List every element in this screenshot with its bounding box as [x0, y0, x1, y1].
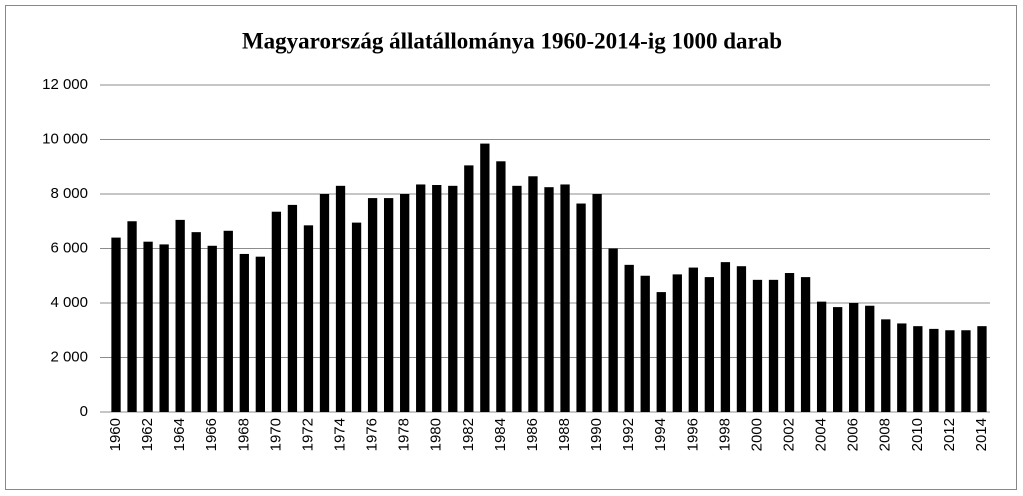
bar	[656, 292, 666, 412]
bar	[929, 328, 939, 412]
bar	[849, 303, 859, 412]
y-tick-label: 2 000	[50, 348, 88, 365]
x-tick-label: 1990	[588, 418, 605, 451]
x-tick-label: 1994	[652, 418, 669, 451]
bar	[688, 267, 698, 412]
bar	[816, 301, 827, 412]
bar	[800, 277, 811, 412]
bar	[881, 319, 891, 412]
bar	[432, 185, 442, 412]
x-tick-label: 2014	[973, 418, 990, 451]
x-tick-label: 1966	[203, 418, 220, 451]
x-tick-label: 2002	[781, 418, 798, 451]
bar	[496, 161, 506, 412]
bar	[672, 274, 682, 412]
y-tick-label: 0	[80, 403, 88, 420]
x-tick-label: 2000	[748, 418, 765, 451]
bar	[528, 176, 538, 412]
bar	[303, 225, 314, 412]
bar	[271, 211, 282, 412]
chart-title: Magyarország állatállománya 1960-2014-ig…	[242, 28, 782, 53]
bar	[464, 165, 474, 412]
bar	[239, 253, 249, 412]
bar	[720, 262, 731, 412]
bar	[223, 230, 233, 412]
bar	[945, 330, 955, 412]
bar	[512, 185, 522, 412]
bar	[865, 305, 875, 412]
y-tick-label: 8 000	[50, 185, 88, 202]
bar	[207, 245, 217, 412]
bar	[544, 187, 554, 412]
x-tick-label: 1980	[428, 418, 445, 451]
x-tick-label: 1974	[331, 418, 348, 451]
x-tick-label: 1962	[139, 418, 156, 451]
x-tick-label: 1986	[524, 418, 541, 451]
x-tick-label: 2008	[877, 418, 894, 451]
bar	[255, 256, 265, 412]
bar	[319, 194, 330, 412]
bar	[752, 279, 763, 412]
bar	[608, 248, 618, 412]
bar	[961, 330, 971, 412]
x-tick-label: 1996	[684, 418, 701, 451]
bar	[143, 241, 153, 412]
chart-frame	[5, 5, 1017, 490]
x-tick-label: 1968	[235, 418, 252, 451]
bar	[367, 198, 378, 412]
bar	[159, 244, 169, 412]
x-tick-label: 1976	[364, 418, 381, 451]
x-tick-label: 1970	[267, 418, 284, 451]
bar	[383, 198, 394, 412]
x-tick-label: 1964	[171, 418, 188, 451]
bar	[560, 184, 570, 412]
x-tick-label: 2006	[845, 418, 862, 451]
bar	[833, 307, 843, 412]
bar	[592, 194, 602, 412]
y-tick-label: 4 000	[50, 294, 88, 311]
x-tick-label: 1998	[716, 418, 733, 451]
bar	[448, 185, 458, 412]
bar	[736, 266, 747, 412]
x-tick-label: 1992	[620, 418, 637, 451]
bar	[480, 143, 490, 412]
x-tick-label: 2004	[813, 418, 830, 451]
x-tick-label: 1960	[107, 418, 124, 451]
y-tick-label: 12 000	[42, 76, 88, 93]
x-tick-label: 2010	[909, 418, 926, 451]
x-tick-label: 1988	[556, 418, 573, 451]
bar	[977, 326, 987, 412]
x-tick-label: 1982	[460, 418, 477, 451]
bar	[768, 279, 779, 412]
y-tick-label: 6 000	[50, 239, 88, 256]
bar	[111, 237, 121, 412]
bar	[913, 326, 923, 412]
bar	[335, 185, 346, 412]
bar	[191, 232, 201, 412]
bar	[400, 194, 410, 412]
bar	[351, 222, 362, 412]
bar	[416, 184, 426, 412]
bar	[704, 277, 715, 412]
bar	[576, 203, 586, 412]
x-tick-label: 1984	[492, 418, 509, 451]
y-tick-label: 10 000	[42, 130, 88, 147]
bar	[127, 221, 137, 412]
bar	[287, 204, 298, 412]
bar	[897, 323, 907, 412]
bar	[784, 273, 795, 412]
x-tick-label: 1972	[299, 418, 316, 451]
bar	[175, 219, 185, 412]
x-tick-label: 1978	[396, 418, 413, 451]
bar	[640, 275, 650, 412]
x-tick-label: 2012	[941, 418, 958, 451]
bar	[624, 264, 634, 412]
